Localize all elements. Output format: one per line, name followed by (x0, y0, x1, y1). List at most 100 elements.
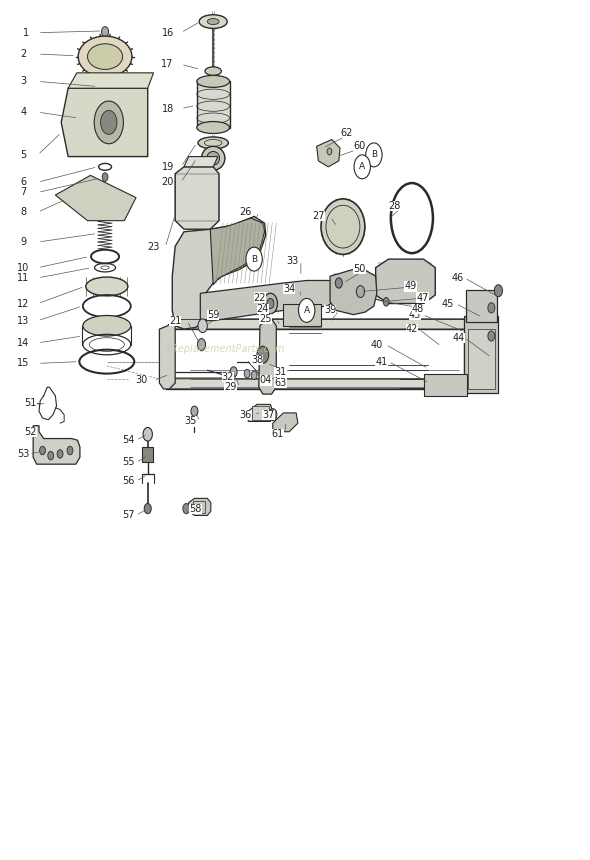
Text: 7: 7 (20, 187, 27, 198)
Polygon shape (55, 175, 136, 221)
Text: 54: 54 (122, 435, 135, 445)
Text: 51: 51 (25, 397, 37, 408)
Text: 19: 19 (162, 162, 173, 172)
Ellipse shape (86, 112, 92, 116)
Text: 15: 15 (17, 359, 30, 368)
Circle shape (191, 406, 198, 416)
Text: 62: 62 (340, 127, 353, 138)
Text: 60: 60 (353, 141, 365, 151)
Ellipse shape (199, 15, 227, 28)
Text: 27: 27 (312, 212, 324, 221)
Bar (175, 174, 219, 221)
Circle shape (40, 446, 45, 455)
Circle shape (110, 95, 118, 107)
Text: 6: 6 (20, 177, 27, 187)
Circle shape (94, 95, 102, 107)
Circle shape (198, 319, 207, 333)
Text: 16: 16 (162, 28, 173, 38)
Text: 35: 35 (185, 416, 197, 427)
Circle shape (57, 450, 63, 458)
Circle shape (488, 303, 495, 313)
Text: 43: 43 (409, 310, 421, 320)
Circle shape (384, 298, 389, 306)
Polygon shape (248, 404, 273, 421)
Ellipse shape (205, 67, 221, 76)
Circle shape (143, 427, 152, 441)
Bar (197, 82, 230, 127)
Text: 2: 2 (20, 49, 27, 59)
Circle shape (264, 293, 277, 314)
Text: 55: 55 (122, 458, 135, 468)
Ellipse shape (78, 36, 132, 77)
Text: 21: 21 (169, 316, 181, 326)
Text: 44: 44 (453, 333, 465, 343)
Text: 47: 47 (416, 292, 428, 303)
Polygon shape (68, 73, 153, 89)
Text: 17: 17 (162, 59, 174, 70)
Circle shape (102, 173, 108, 181)
Text: 32: 32 (222, 372, 234, 382)
Text: 20: 20 (162, 177, 174, 187)
Circle shape (230, 366, 237, 377)
Circle shape (183, 503, 190, 513)
Text: B: B (251, 255, 257, 264)
Text: A: A (359, 163, 365, 171)
Circle shape (299, 298, 315, 322)
Text: 04: 04 (260, 376, 272, 385)
Text: 3: 3 (20, 77, 27, 86)
Text: 22: 22 (254, 292, 266, 303)
Polygon shape (175, 167, 219, 230)
Circle shape (101, 110, 117, 134)
Text: 11: 11 (17, 273, 30, 283)
Text: 33: 33 (286, 255, 298, 266)
Circle shape (268, 408, 277, 421)
Text: 14: 14 (17, 338, 30, 347)
Text: 46: 46 (451, 273, 464, 283)
Text: B: B (371, 150, 377, 159)
Circle shape (244, 369, 250, 378)
Text: 52: 52 (25, 427, 37, 437)
Polygon shape (317, 139, 340, 167)
Polygon shape (259, 319, 276, 394)
Text: 56: 56 (122, 476, 135, 486)
Text: 39: 39 (324, 305, 336, 316)
Ellipse shape (197, 121, 230, 133)
Circle shape (488, 331, 495, 341)
Circle shape (257, 347, 268, 364)
Text: 40: 40 (371, 340, 383, 349)
Circle shape (198, 339, 205, 351)
Text: 63: 63 (274, 378, 287, 388)
Text: 28: 28 (388, 201, 401, 212)
Circle shape (327, 148, 332, 155)
Bar (466, 290, 497, 322)
Polygon shape (210, 218, 264, 285)
Text: 42: 42 (406, 324, 418, 335)
Bar (468, 329, 495, 389)
Circle shape (78, 95, 86, 107)
Polygon shape (376, 259, 435, 304)
Circle shape (354, 155, 371, 179)
Text: A: A (304, 306, 310, 315)
Text: 4: 4 (20, 108, 27, 117)
Text: 24: 24 (257, 304, 269, 314)
Polygon shape (189, 498, 211, 515)
Ellipse shape (83, 316, 131, 336)
Text: 49: 49 (405, 281, 417, 292)
Text: eReplacementParts.com: eReplacementParts.com (165, 344, 284, 353)
Text: 30: 30 (136, 376, 148, 385)
Bar (464, 316, 499, 393)
Ellipse shape (86, 277, 128, 296)
Text: 36: 36 (239, 409, 251, 420)
Text: 53: 53 (17, 449, 30, 459)
Text: 57: 57 (122, 511, 135, 520)
Circle shape (101, 27, 109, 37)
Ellipse shape (198, 137, 228, 149)
Bar (283, 304, 322, 326)
Text: 41: 41 (375, 357, 388, 366)
Polygon shape (166, 378, 470, 389)
Polygon shape (273, 413, 298, 432)
Polygon shape (166, 319, 470, 329)
Bar (424, 374, 467, 396)
Bar (142, 447, 153, 463)
Text: 10: 10 (17, 262, 30, 273)
